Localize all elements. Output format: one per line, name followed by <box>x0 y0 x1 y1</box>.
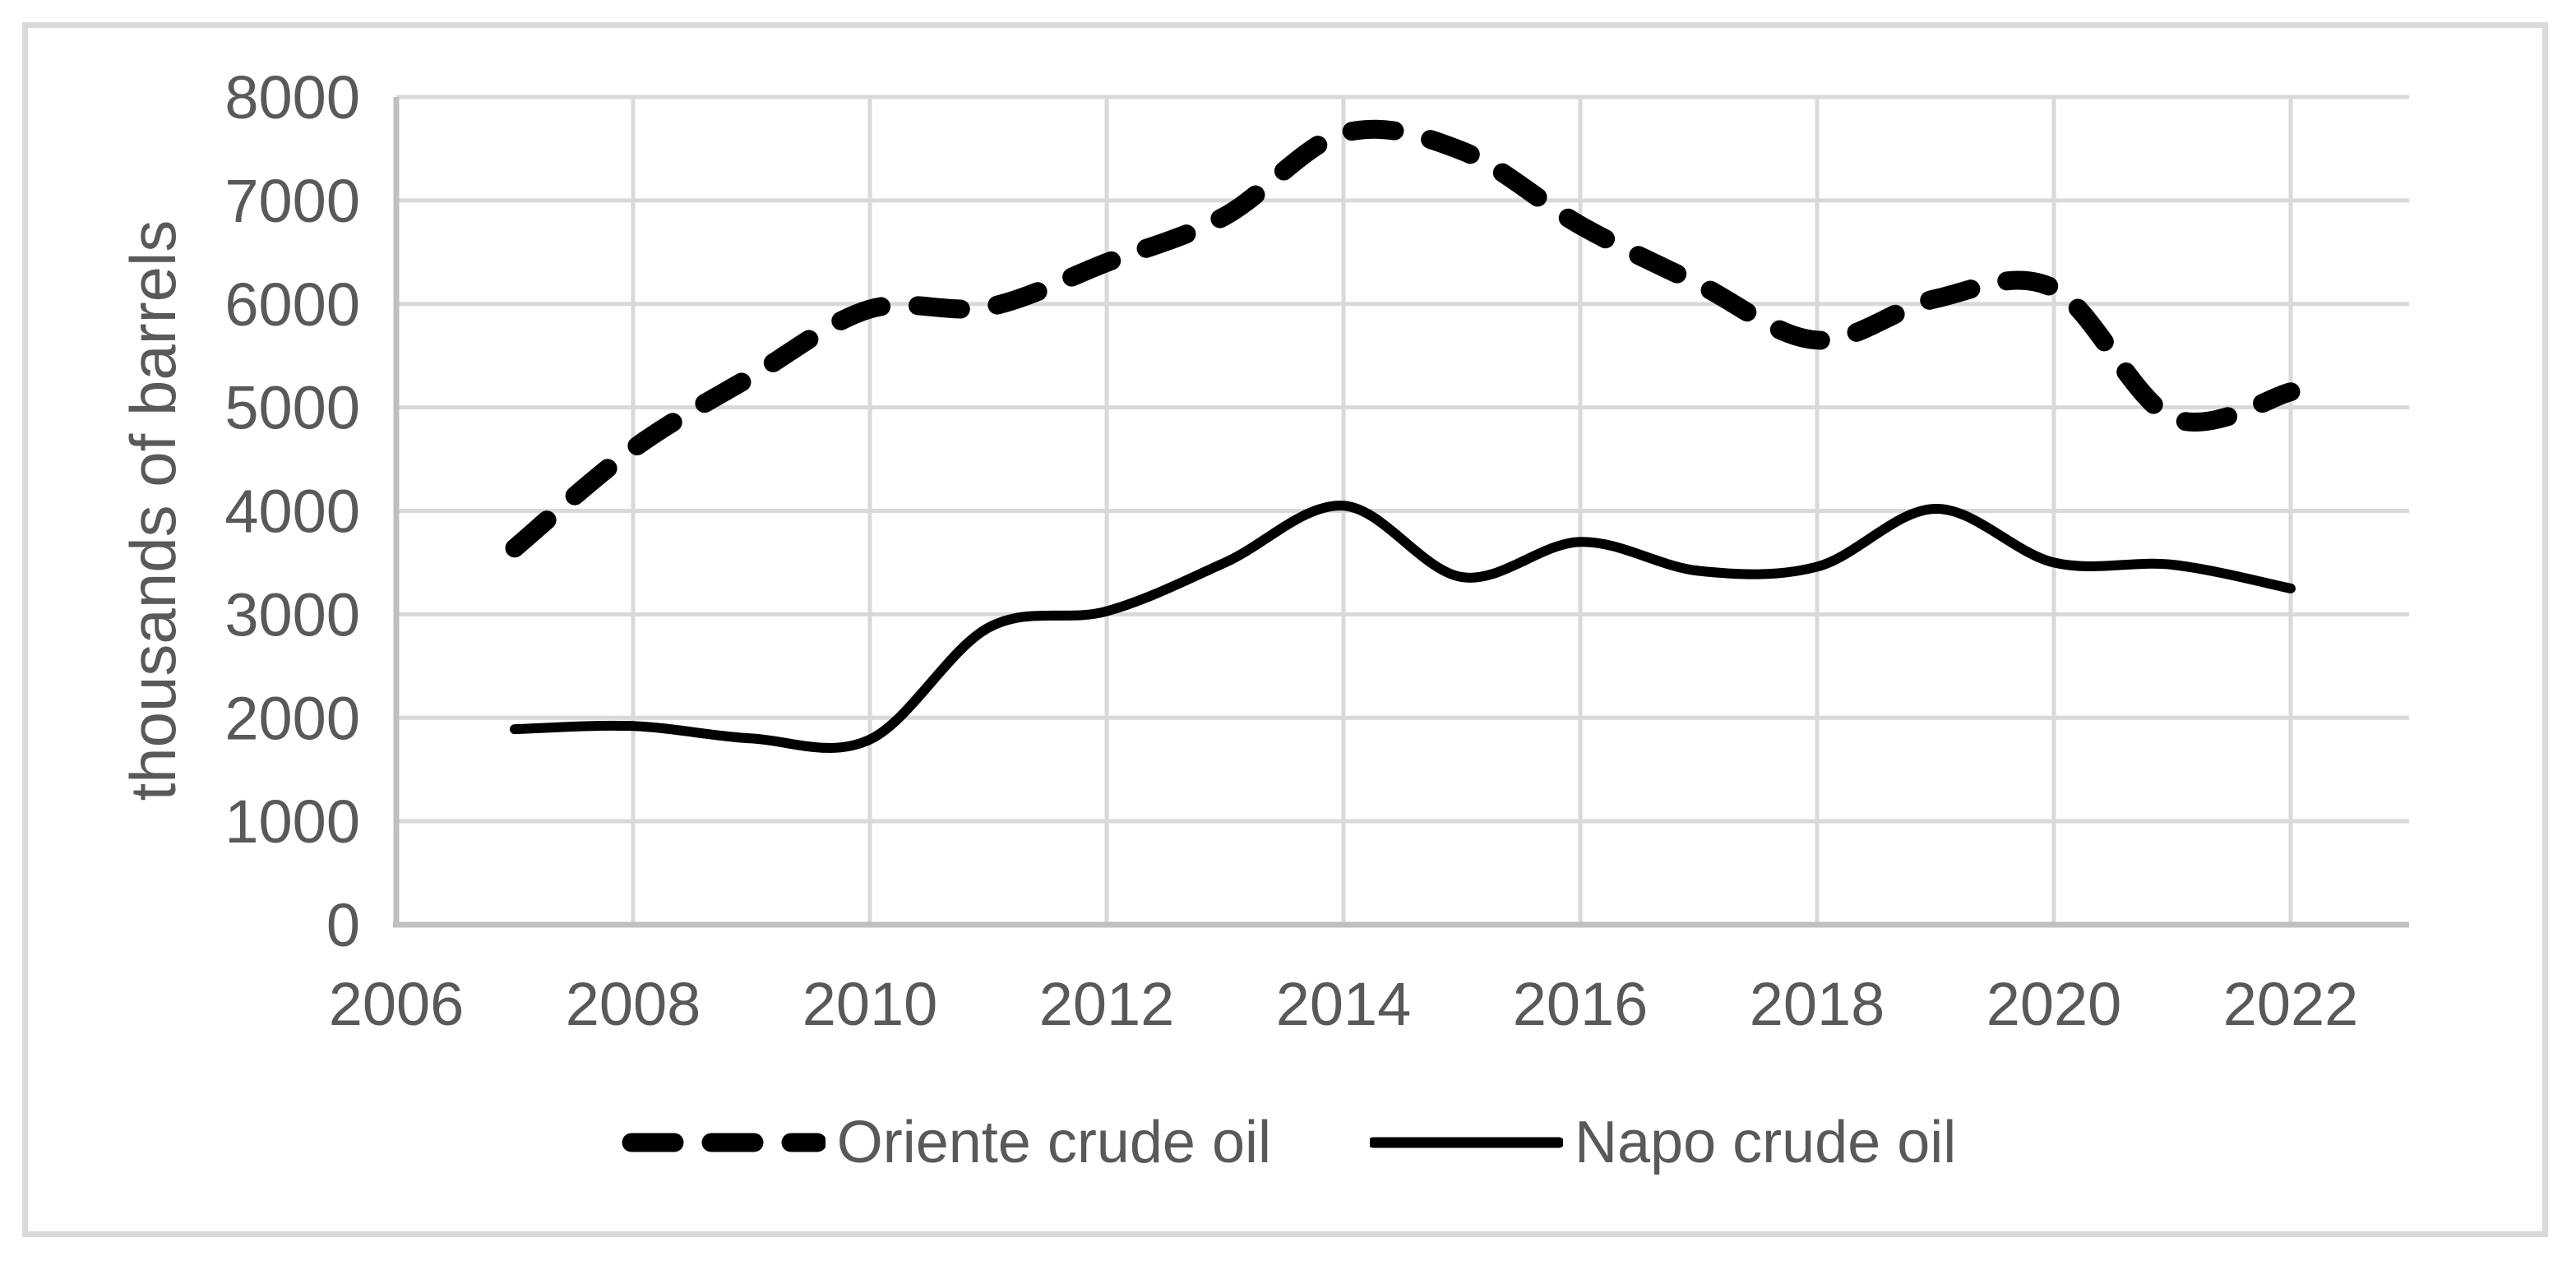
chart-outer-border <box>22 22 2548 1237</box>
y-tick-label: 7000 <box>224 167 360 235</box>
tick-labels: 0 1000 2000 3000 4000 5000 6000 7000 8000 2006 200… <box>224 63 2358 1038</box>
x-tick-label: 2006 <box>329 970 465 1038</box>
y-tick-label: 2000 <box>224 684 360 752</box>
series-line-oriente <box>505 119 2301 558</box>
y-tick-label: 8000 <box>224 63 360 132</box>
legend-label-oriente: Oriente crude oil <box>836 1110 1271 1175</box>
x-tick-label: 2012 <box>1039 970 1175 1038</box>
y-axis-title: thousands of barrels <box>117 220 189 801</box>
y-tick-label: 6000 <box>224 270 360 339</box>
legend-label-napo: Napo crude oil <box>1574 1110 1957 1175</box>
chart-legend: Oriente crude oil Napo crude oil <box>0 1093 2576 1192</box>
solid-line-swatch <box>1369 1137 1563 1148</box>
x-tick-label: 2014 <box>1276 970 1412 1038</box>
legend-item-oriente: Oriente crude oil <box>620 1109 1271 1176</box>
gridlines <box>394 95 2409 927</box>
x-tick-label: 2016 <box>1513 970 1649 1038</box>
y-tick-label: 4000 <box>224 478 360 546</box>
y-tick-label: 5000 <box>224 374 360 442</box>
x-tick-label: 2020 <box>1986 970 2122 1038</box>
y-tick-label: 0 <box>326 891 360 959</box>
y-tick-label: 3000 <box>224 580 360 649</box>
dashed-line-swatch <box>622 1133 826 1152</box>
series-line-napo <box>510 501 2296 753</box>
x-tick-label: 2010 <box>802 970 938 1038</box>
x-tick-label: 2018 <box>1750 970 1885 1038</box>
y-tick-label: 1000 <box>224 787 360 856</box>
series-lines <box>505 119 2301 753</box>
legend-item-napo: Napo crude oil <box>1369 1109 1957 1176</box>
x-tick-label: 2022 <box>2223 970 2359 1038</box>
x-tick-label: 2008 <box>566 970 701 1038</box>
axes <box>393 97 2409 928</box>
